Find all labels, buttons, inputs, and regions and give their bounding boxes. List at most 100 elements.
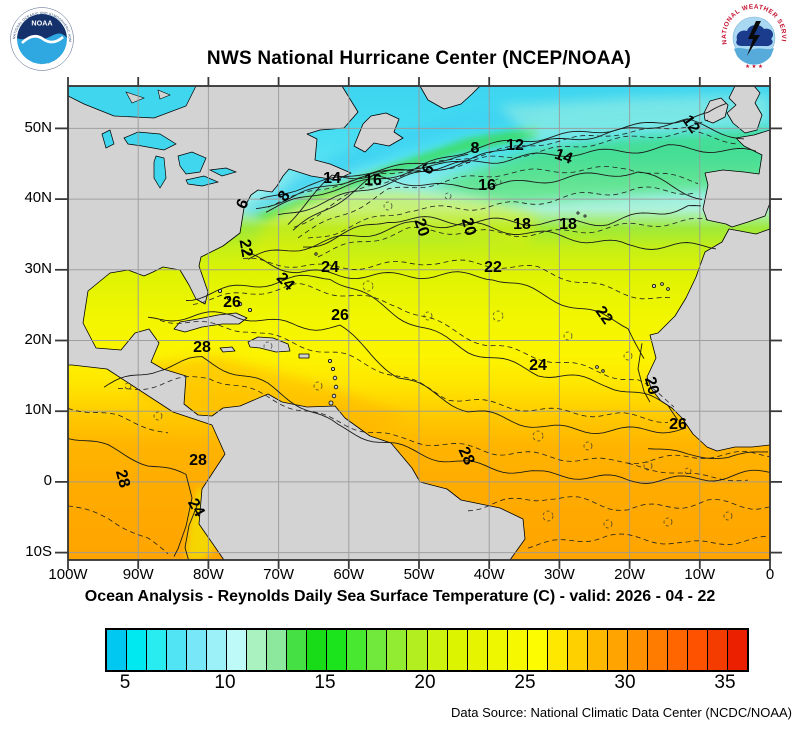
colorbar-tick-label: 35 (714, 672, 736, 693)
lon-tick-label: 30W (543, 566, 575, 583)
colorbar-cell (347, 630, 368, 670)
nws-stars: ★ ★ ★ (745, 63, 763, 70)
lon-tick-label: 40W (473, 566, 505, 583)
isotherm-label: 26 (223, 294, 241, 311)
lightning-icon (747, 21, 761, 56)
lon-tick-label: 70W (263, 566, 295, 583)
colorbar-cell (647, 630, 668, 670)
colorbar-cell (187, 630, 208, 670)
colorbar-cell (527, 630, 548, 670)
temperature-colorbar (105, 628, 749, 672)
ne-pale-band (498, 94, 770, 144)
data-source-note: Data Source: National Climatic Data Cent… (451, 705, 792, 720)
sea-waves-icon (734, 48, 774, 65)
newfoundland (353, 112, 404, 153)
colorbar-tick-label: 30 (614, 672, 636, 693)
isotherm-label: 28 (193, 339, 211, 356)
colorbar-cell (267, 630, 288, 670)
colorbar-cell (667, 630, 688, 670)
lon-tick-label: 50W (403, 566, 435, 583)
isotherm-label: 18 (559, 216, 577, 233)
map-wrap: 14 16 6 8 22 8 12 14 6 12 16 20 20 18 18 24 22 24 26 26 22 28… (48, 66, 790, 582)
colorbar-cell (587, 630, 608, 670)
gulf-stream-warm-tongue (243, 191, 538, 271)
colorbar-cell (447, 630, 468, 670)
colorbar-cell (487, 630, 508, 670)
colorbar-tick-label: 10 (214, 672, 236, 693)
colorbar-cell (467, 630, 488, 670)
isotherm-label: 28 (112, 468, 133, 490)
colorbar-tick-label: 25 (514, 672, 536, 693)
colorbar-cell (387, 630, 408, 670)
colorbar-cell (407, 630, 428, 670)
americas-landmass (68, 86, 526, 560)
map-subtitle: Ocean Analysis - Reynolds Daily Sea Surf… (84, 588, 716, 605)
great-britain (726, 86, 763, 134)
lon-tick-label: 80W (192, 566, 224, 583)
lake-ontario (208, 167, 238, 177)
isotherm-label: 12 (506, 137, 524, 154)
colorbar-cell (207, 630, 228, 670)
colorbar-cell (147, 630, 168, 670)
lake-erie (185, 175, 220, 187)
page-title: NWS National Hurricane Center (NCEP/NOAA… (206, 48, 632, 69)
axis-ticks (55, 77, 782, 569)
ne-atlantic-green-band (428, 126, 770, 204)
colorbar-cell (167, 630, 188, 670)
isotherm-label: 8 (471, 140, 480, 157)
colorbar-cell (307, 630, 328, 670)
isotherm-label: 28 (189, 452, 207, 469)
colorbar-cell (287, 630, 308, 670)
colorbar-cell (707, 630, 728, 670)
colorbar-cell (607, 630, 628, 670)
lon-tick-label: 60W (333, 566, 365, 583)
isotherm-label: 22 (236, 238, 256, 259)
lake-superior (123, 131, 177, 151)
colorbar-tick-label: 20 (414, 672, 436, 693)
lat-tick-label: 20N (24, 330, 52, 348)
landmasses (68, 86, 770, 560)
isotherm-label: 16 (478, 177, 496, 194)
lon-tick-label: 10W (684, 566, 716, 583)
colorbar-cell (507, 630, 528, 670)
noaa-wordmark: NOAA (31, 19, 52, 28)
nws-logo: NATIONAL WEATHER SERVICE ★ ★ ★ (720, 4, 787, 71)
isotherm-label: 14 (552, 146, 575, 168)
france-iberia (702, 129, 770, 228)
colorbar-tick-label: 5 (119, 672, 131, 693)
colorbar-cell (327, 630, 348, 670)
colorbar-cell (367, 630, 388, 670)
lon-tick-label: 90W (122, 566, 154, 583)
lat-tick-label: 50N (24, 118, 52, 136)
isotherm-label: 26 (669, 416, 687, 433)
lat-tick-label: 40N (24, 189, 52, 207)
colorbar-cell (567, 630, 588, 670)
lake-huron (177, 151, 207, 175)
lon-tick-label: 0 (765, 566, 775, 583)
lon-tick-label: 20W (614, 566, 646, 583)
isotherm-label: 20 (458, 216, 479, 238)
lat-tick-label: 10N (24, 401, 52, 419)
seagull-icon (21, 34, 64, 44)
colorbar-cell (247, 630, 268, 670)
isotherm-label: 26 (331, 307, 349, 324)
isotherm-label: 14 (323, 170, 341, 187)
noaa-logo: NATIONAL OCEANIC AND ATMOSPHERIC ADMINIS… (10, 7, 74, 71)
isotherm-label: 28 (455, 444, 478, 467)
colorbar-cell (227, 630, 248, 670)
lon-tick-label: 100W (48, 566, 88, 583)
colorbar-cell (127, 630, 148, 670)
colorbar-cell (107, 630, 128, 670)
lat-tick-label: 0 (43, 472, 52, 489)
lat-tick-label: 30N (24, 259, 52, 277)
colorbar-cell (687, 630, 708, 670)
isotherm-label: 20 (641, 375, 662, 397)
colorbar-tick-label: 15 (314, 672, 336, 693)
isotherm-label: 16 (364, 172, 382, 189)
lake-winnipeg (101, 129, 115, 149)
isotherm-label: 20 (410, 217, 432, 239)
colorbar-cell (547, 630, 568, 670)
isotherm-label: 22 (484, 259, 502, 276)
isotherm-label: 24 (184, 496, 208, 520)
